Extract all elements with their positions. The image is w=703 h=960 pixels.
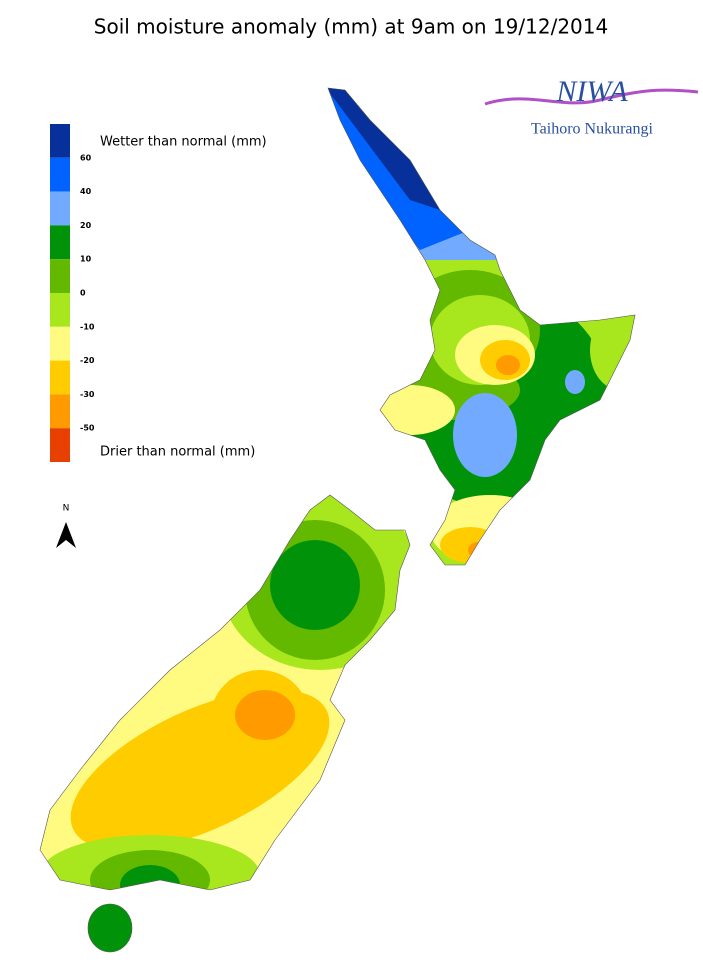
legend-swatch [50, 259, 70, 293]
legend-tick-label: 10 [80, 255, 92, 264]
legend-swatch [50, 360, 70, 395]
legend-drier-label: Drier than normal (mm) [100, 445, 255, 460]
legend-swatch [50, 225, 70, 260]
legend-tick-label: 40 [80, 187, 92, 196]
legend-tick-label: -30 [80, 390, 95, 399]
legend-tick-label: 60 [80, 153, 92, 162]
legend-wetter-label: Wetter than normal (mm) [100, 135, 267, 150]
legend-swatch [50, 293, 70, 327]
legend-swatch [50, 326, 70, 361]
north-arrow [56, 522, 76, 548]
north-island [328, 88, 635, 565]
south-island [40, 495, 410, 890]
legend-swatch [50, 124, 70, 158]
legend-tick-label: 20 [80, 221, 92, 230]
legend-swatch [50, 428, 70, 462]
legend-tick-label: -20 [80, 356, 95, 365]
legend-tick-label: 0 [80, 289, 86, 298]
stewart-island [87, 903, 133, 953]
north-island-outline [327, 87, 636, 566]
south-island-outline [39, 494, 411, 891]
legend-swatch [50, 191, 70, 226]
north-label: N [63, 504, 70, 514]
legend-tick-label: -10 [80, 322, 95, 331]
logo-name: NIWA [555, 75, 628, 108]
legend-swatch [50, 394, 70, 429]
logo-swoosh [484, 88, 699, 106]
legend-swatch [50, 157, 70, 192]
legend-tick-label: -50 [80, 424, 95, 433]
logo-subtitle: Taihoro Nukurangi [531, 121, 654, 138]
map-title: Soil moisture anomaly (mm) at 9am on 19/… [94, 15, 608, 39]
